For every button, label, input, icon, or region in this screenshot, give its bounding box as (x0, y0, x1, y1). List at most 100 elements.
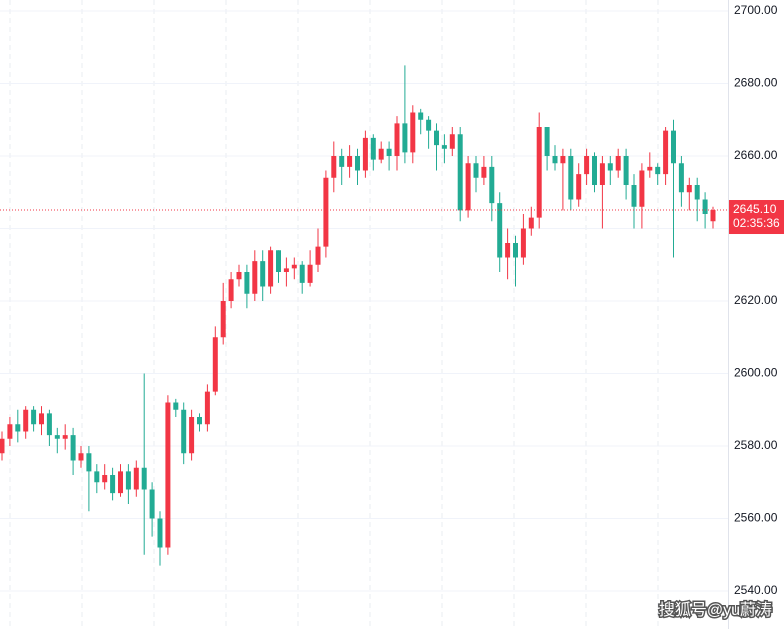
candle-body (552, 156, 558, 164)
candle-body (710, 210, 716, 222)
candle-body (102, 475, 108, 483)
countdown-label: 02:35:36 (733, 216, 780, 230)
candle-body (694, 185, 700, 200)
candle-body (23, 409, 29, 432)
candle-body (481, 166, 487, 178)
last-price-label: 2645.10 (733, 202, 777, 216)
y-tick-label: 2540.00 (734, 583, 778, 597)
candle-body (260, 261, 266, 287)
candle-body (323, 177, 329, 247)
candle-body (86, 453, 92, 472)
candle-body (252, 261, 258, 294)
candle-body (441, 145, 447, 149)
candle-body (165, 402, 171, 548)
candle-body (647, 166, 653, 171)
candle-body (663, 130, 669, 175)
candle-body (236, 272, 242, 280)
candle-body (576, 174, 582, 200)
candle-body (204, 391, 210, 425)
candle-body (78, 453, 84, 461)
candle-body (568, 156, 574, 200)
candle-body (473, 163, 479, 178)
candle-body (394, 123, 400, 156)
y-tick-label: 2680.00 (734, 76, 778, 90)
candle-body (615, 156, 621, 171)
candle-body (449, 134, 455, 149)
candle-body (592, 156, 597, 185)
candle-body (228, 279, 234, 301)
candle-body (46, 413, 52, 436)
y-tick-label: 2560.00 (734, 511, 778, 525)
candle-body (370, 137, 376, 160)
candle-body (118, 471, 123, 494)
candle-body (631, 185, 637, 207)
candle-body (157, 518, 163, 548)
candle-body (220, 301, 226, 338)
candle-body (62, 435, 68, 439)
candle-body (15, 424, 21, 432)
candle-body (299, 264, 305, 283)
candle-body (639, 170, 645, 207)
candle-body (189, 417, 195, 454)
candle-body (54, 435, 60, 439)
candle-body (402, 123, 408, 153)
candle-body (702, 199, 708, 214)
candle-body (133, 467, 139, 490)
candle-body (536, 127, 542, 218)
candle-body (315, 246, 321, 265)
candle-body (678, 163, 684, 193)
candle-body (276, 250, 281, 272)
candle-body (599, 163, 605, 185)
candle-body (212, 337, 218, 392)
candle-body (0, 438, 5, 454)
candle-body (173, 402, 179, 410)
candle-body (378, 148, 384, 160)
candle-body (125, 471, 131, 490)
candle-body (544, 127, 550, 156)
candle-body (528, 217, 534, 229)
y-tick-label: 2660.00 (734, 148, 778, 162)
candle-body (386, 148, 392, 156)
candle-body (671, 130, 676, 164)
candle-body (489, 166, 495, 204)
candle-body (197, 417, 202, 425)
candle-body (331, 156, 337, 178)
candle-body (505, 243, 511, 258)
candle-body (39, 413, 44, 425)
candle-body (655, 166, 661, 175)
candle-body (584, 156, 590, 175)
candle-body (94, 471, 100, 483)
watermark: 搜狐号@yu蔚涛 (659, 601, 772, 619)
candle-body (7, 424, 13, 439)
y-tick-label: 2600.00 (734, 366, 778, 380)
candle-body (457, 134, 463, 211)
candle-body (520, 228, 526, 258)
candle-body (283, 268, 289, 272)
candle-body (686, 185, 692, 193)
candle-body (268, 250, 274, 287)
candle-body (347, 156, 353, 167)
y-tick-label: 2700.00 (734, 3, 778, 17)
candle-body (560, 156, 566, 164)
y-tick-label: 2620.00 (734, 293, 778, 307)
candle-body (410, 112, 416, 153)
candle-body (607, 163, 613, 171)
candle-body (418, 112, 424, 120)
candle-body (465, 163, 471, 211)
candle-body (434, 130, 439, 146)
last-price-box (729, 200, 784, 235)
candle-body (181, 409, 187, 454)
candle-body (362, 137, 368, 171)
candle-body (110, 475, 116, 494)
candle-body (623, 156, 629, 185)
candle-body (244, 272, 250, 294)
candle-body (31, 409, 37, 425)
candle-body (149, 489, 155, 519)
candle-body (497, 203, 503, 258)
candle-body (426, 119, 432, 131)
candle-body (513, 243, 518, 258)
y-tick-label: 2580.00 (734, 438, 778, 452)
candle-body (307, 264, 313, 283)
candle-body (141, 467, 147, 490)
